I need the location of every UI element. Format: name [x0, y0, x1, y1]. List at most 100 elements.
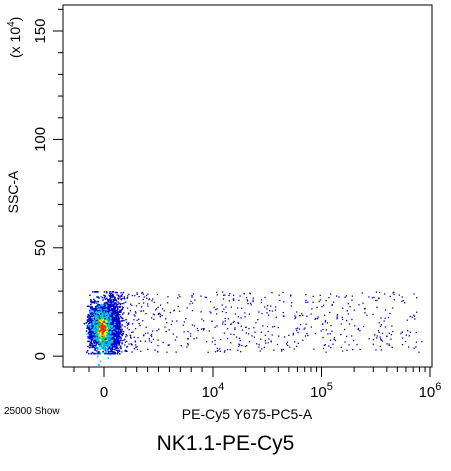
data-point — [88, 327, 91, 330]
data-point — [117, 340, 119, 342]
data-point — [117, 314, 119, 316]
data-point — [100, 318, 103, 321]
data-point — [191, 296, 193, 298]
data-point — [94, 313, 96, 315]
data-point — [175, 351, 177, 353]
data-point — [105, 303, 107, 306]
data-point — [107, 314, 109, 316]
data-point — [372, 339, 375, 341]
data-point — [135, 312, 137, 314]
data-point — [99, 310, 102, 312]
data-point — [241, 307, 243, 309]
data-point — [106, 336, 109, 338]
data-point — [282, 291, 284, 294]
data-point — [384, 293, 386, 295]
data-point — [113, 314, 115, 317]
data-point — [115, 309, 117, 311]
data-point — [224, 320, 226, 322]
data-point — [118, 317, 120, 319]
data-point — [94, 349, 96, 351]
data-point — [349, 306, 351, 308]
data-point — [112, 320, 114, 322]
data-point — [101, 309, 103, 311]
data-point — [107, 349, 109, 352]
data-point — [92, 327, 94, 330]
data-point — [219, 350, 221, 352]
data-point — [114, 291, 116, 294]
data-point — [216, 308, 218, 310]
data-point — [244, 312, 246, 314]
data-point — [92, 333, 94, 336]
data-point — [234, 327, 236, 329]
data-point — [164, 326, 166, 328]
data-point — [247, 303, 249, 305]
data-point — [93, 325, 96, 328]
data-point — [105, 313, 108, 315]
data-point — [123, 296, 126, 298]
data-point — [109, 320, 111, 323]
data-point — [388, 332, 390, 334]
data-point — [108, 311, 110, 313]
data-point — [120, 329, 122, 331]
data-point — [413, 315, 416, 317]
data-point — [108, 321, 110, 324]
data-point — [123, 339, 125, 341]
data-point — [116, 309, 119, 311]
data-point — [111, 325, 114, 327]
data-point — [351, 335, 353, 337]
data-point — [165, 330, 167, 333]
data-point — [90, 331, 92, 334]
data-point — [104, 326, 107, 328]
data-point — [209, 311, 211, 313]
data-point — [297, 342, 299, 344]
data-point — [215, 308, 217, 311]
data-point — [140, 340, 142, 342]
data-point — [99, 328, 101, 330]
data-point — [126, 350, 128, 352]
data-point — [330, 325, 332, 327]
data-point — [97, 363, 100, 366]
data-point — [216, 350, 218, 352]
data-point — [91, 325, 94, 328]
data-point — [270, 305, 272, 307]
data-point — [102, 309, 104, 312]
data-point — [102, 328, 105, 330]
data-point — [109, 348, 112, 351]
data-point — [113, 351, 115, 353]
data-point — [89, 321, 91, 324]
data-point — [96, 336, 98, 338]
data-point — [356, 343, 358, 346]
data-point — [239, 339, 241, 342]
data-point — [136, 319, 138, 321]
data-point — [104, 342, 106, 344]
data-point — [91, 339, 93, 341]
data-point — [392, 307, 394, 309]
data-point — [110, 325, 112, 327]
data-point — [95, 329, 97, 332]
plot-frame — [62, 4, 433, 368]
data-point — [110, 343, 113, 345]
data-point — [174, 339, 177, 341]
event-count-label: 25000 Show — [4, 406, 60, 417]
data-point — [145, 294, 148, 297]
data-point — [90, 336, 92, 339]
data-point — [260, 301, 262, 304]
data-point — [223, 308, 225, 310]
data-point — [95, 346, 97, 348]
data-point — [114, 306, 116, 308]
data-point — [100, 295, 102, 298]
data-point — [398, 294, 400, 296]
data-point — [358, 304, 360, 306]
data-point — [159, 314, 161, 316]
data-point — [86, 319, 89, 321]
data-point — [122, 303, 124, 305]
data-point — [100, 313, 102, 316]
data-point — [90, 338, 92, 340]
data-point — [86, 351, 88, 354]
data-point — [116, 324, 119, 326]
data-point — [107, 299, 109, 302]
data-point — [108, 318, 110, 321]
data-point — [153, 318, 155, 320]
data-point — [100, 331, 102, 334]
data-point — [122, 297, 124, 300]
